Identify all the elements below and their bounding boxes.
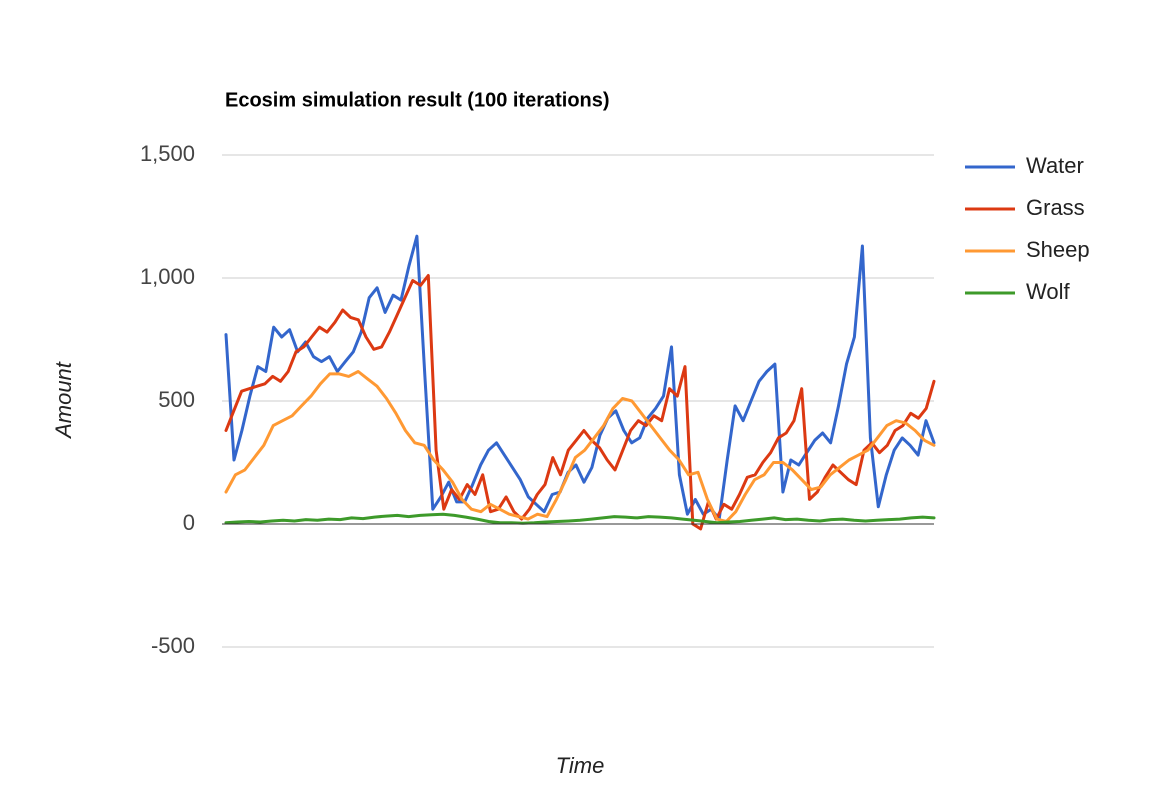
series-line xyxy=(224,274,936,531)
series-line xyxy=(224,512,936,525)
legend-label: Water xyxy=(1026,153,1084,178)
y-tick-label: 500 xyxy=(158,387,195,412)
series-line xyxy=(224,234,936,521)
legend-label: Sheep xyxy=(1026,237,1090,262)
legend-label: Grass xyxy=(1026,195,1085,220)
chart-title: Ecosim simulation result (100 iterations… xyxy=(225,89,610,111)
legend-label: Wolf xyxy=(1026,279,1070,304)
y-tick-label: -500 xyxy=(151,633,195,658)
series-line xyxy=(224,370,936,523)
x-axis-title: Time xyxy=(556,753,605,778)
y-axis-title: Amount xyxy=(51,361,76,440)
y-tick-label: 1,000 xyxy=(140,264,195,289)
y-tick-label: 1,500 xyxy=(140,141,195,166)
y-tick-label: 0 xyxy=(183,510,195,535)
